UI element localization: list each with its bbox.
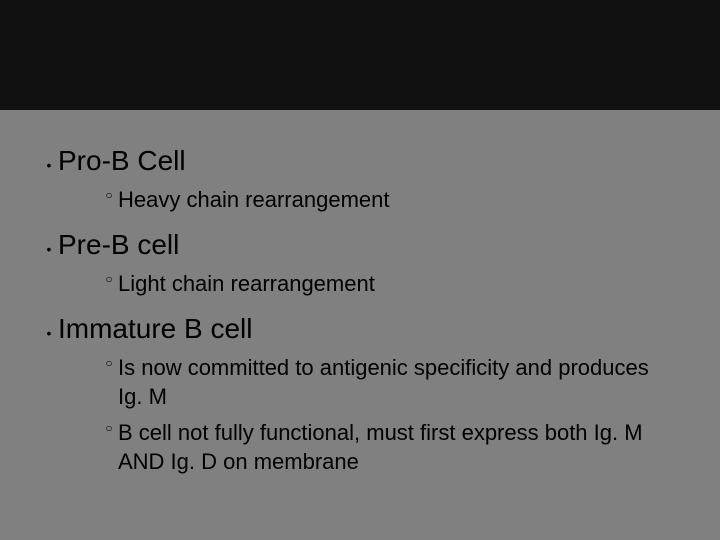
sub-list-item: ○ Is now committed to antigenic specific… [100, 354, 680, 411]
list-item-label: Pre-B cell [58, 228, 179, 262]
bullet-circle-icon: ○ [100, 270, 118, 289]
sub-list-item: ○ Light chain rearrangement [100, 270, 680, 299]
bullet-circle-icon: ○ [100, 354, 118, 373]
bullet-circle-icon: ○ [100, 419, 118, 438]
sub-list-item-label: Light chain rearrangement [118, 270, 375, 299]
list-item-label: Pro-B Cell [58, 144, 186, 178]
bullet-dot-icon: • [40, 232, 58, 256]
top-band [0, 0, 720, 110]
bullet-dot-icon: • [40, 148, 58, 172]
bullet-dot-icon: • [40, 316, 58, 340]
sub-list-item-label: Heavy chain rearrangement [118, 186, 389, 215]
sub-list-item-label: B cell not fully functional, must first … [118, 419, 658, 476]
sub-list-item-label: Is now committed to antigenic specificit… [118, 354, 658, 411]
list-item: • Pro-B Cell [40, 144, 680, 178]
sub-list-item: ○ Heavy chain rearrangement [100, 186, 680, 215]
bullet-circle-icon: ○ [100, 186, 118, 205]
sub-list-item: ○ B cell not fully functional, must firs… [100, 419, 680, 476]
list-item: • Immature B cell [40, 312, 680, 346]
list-item-label: Immature B cell [58, 312, 253, 346]
list-item: • Pre-B cell [40, 228, 680, 262]
slide-content: • Pro-B Cell ○ Heavy chain rearrangement… [0, 110, 720, 476]
